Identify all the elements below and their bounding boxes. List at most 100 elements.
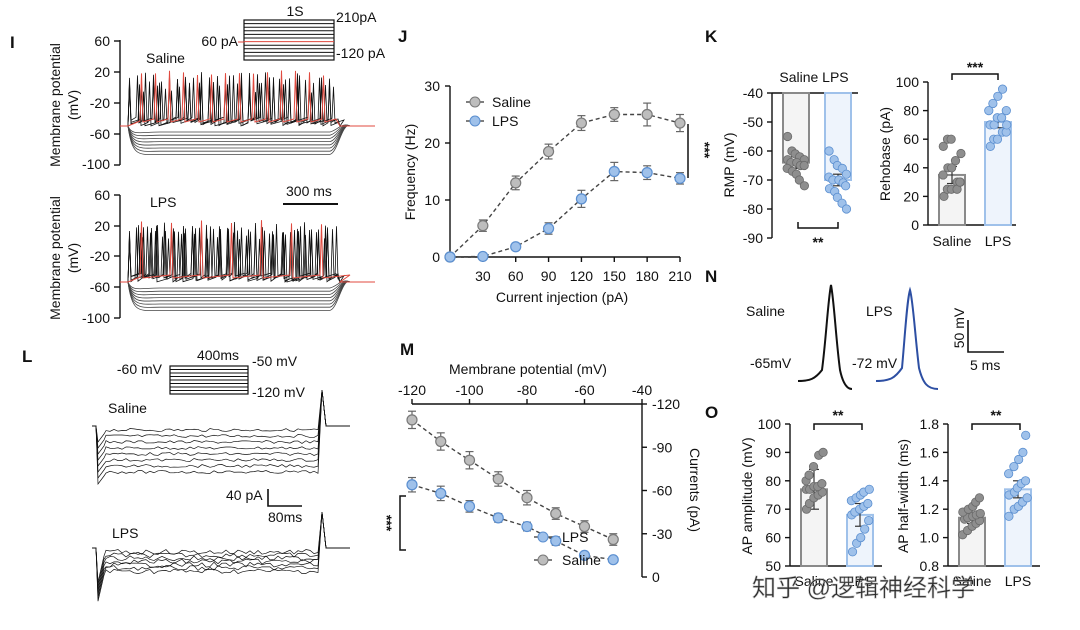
dot-lps xyxy=(1001,106,1011,116)
panel-o-halfwidth-ylabel: AP half-width (ms) xyxy=(895,439,911,553)
data-point-lps xyxy=(444,251,456,263)
data-point-saline xyxy=(608,108,620,121)
data-point-lps xyxy=(477,250,489,263)
dot-saline xyxy=(938,170,948,180)
dot-lps xyxy=(1020,476,1031,486)
panel-l-lps-traces xyxy=(92,511,350,602)
dot-saline xyxy=(946,134,956,144)
panel-n-saline-label: Saline xyxy=(746,303,785,319)
panel-o-amplitude-ticks: 50 60 70 80 90 100 xyxy=(758,416,790,574)
panel-i-saline-label: Saline xyxy=(146,50,185,66)
panel-m-ylabel: Currents (pA) xyxy=(687,448,703,532)
panel-m-legend: LPS Saline xyxy=(534,529,601,568)
data-point-saline xyxy=(575,117,588,129)
data-point-saline xyxy=(674,117,686,129)
y-tick-label: 70 xyxy=(765,501,781,517)
y-tick-label: 20 xyxy=(424,135,440,151)
panel-n-scale-y: 50 mV xyxy=(951,307,967,348)
y-tick-label: -60 xyxy=(652,483,672,499)
panel-i-ylabel-bottom-units: (mV) xyxy=(65,243,81,273)
data-point-lps xyxy=(463,500,476,512)
x-category-label: Saline xyxy=(953,573,992,589)
data-point-saline xyxy=(492,473,504,485)
protocol-box xyxy=(243,19,335,61)
panel-n-lps-rmp: -72 mV xyxy=(852,355,898,371)
dot-lps xyxy=(841,181,851,191)
data-point-saline xyxy=(542,145,555,158)
dot-lps xyxy=(864,484,874,494)
dot-saline xyxy=(794,175,804,185)
protocol-hold: -60 mV xyxy=(117,361,163,377)
dot-lps xyxy=(1002,120,1012,130)
panel-i-lps-traces xyxy=(120,220,375,311)
tick-label: -20 xyxy=(90,248,110,264)
panel-l-scale-x: 80ms xyxy=(268,509,302,525)
y-tick-label: 1.8 xyxy=(920,416,940,432)
y-tick-label: 100 xyxy=(758,416,782,432)
panel-k-rheobase-significance: *** xyxy=(967,59,984,75)
panel-m-sig-bracket xyxy=(399,495,406,551)
panel-k-rheobase-marks: Saline LPS xyxy=(933,84,1012,249)
x-category-label: LPS xyxy=(1005,573,1031,589)
dot-saline xyxy=(947,163,957,173)
data-point-lps xyxy=(406,479,418,491)
tick-label: -100 xyxy=(82,156,110,172)
y-tick-label: 60 xyxy=(765,530,781,546)
panel-j-xlabel: Current injection (pA) xyxy=(496,289,628,305)
current-trace xyxy=(92,389,350,473)
tick-label: 60 xyxy=(94,187,110,203)
panel-o-amplitude-significance: ** xyxy=(833,407,844,423)
dot-lps xyxy=(997,113,1007,123)
current-trace xyxy=(92,389,350,467)
dot-lps xyxy=(997,84,1008,94)
protocol-steps xyxy=(169,365,249,395)
series-line-lps xyxy=(449,170,681,258)
dot-lps xyxy=(841,169,851,179)
panel-j-series xyxy=(444,102,686,263)
x-tick-label: 30 xyxy=(475,268,491,284)
legend-saline: Saline xyxy=(492,94,531,110)
panel-k-rmp-chart: RMP (mV) Saline LPS -40 -50 -60 -70 -80 -90 *… xyxy=(721,69,858,250)
data-point-lps xyxy=(608,165,620,178)
panel-m-xlabel: Membrane potential (mV) xyxy=(449,361,607,377)
current-trace xyxy=(92,511,350,602)
x-tick-label: -120 xyxy=(398,382,426,398)
y-tick-label: 40 xyxy=(903,160,919,176)
panel-k-rmp-ylabel: RMP (mV) xyxy=(721,132,737,197)
panel-n-letter: N xyxy=(705,267,717,286)
panel-k-rmp-significance: ** xyxy=(813,234,824,250)
lps-action-potential xyxy=(875,286,939,390)
dot-lps xyxy=(1004,511,1014,521)
panel-o-halfwidth-marks: Saline LPS xyxy=(953,430,1032,589)
panel-k-rheobase-chart: Rehobase (pA) 0 20 40 60 80 100 Saline LPS *** xyxy=(877,59,1016,249)
data-point-lps xyxy=(641,167,653,179)
y-tick-label: 80 xyxy=(765,473,781,489)
x-category-label: LPS xyxy=(847,573,873,589)
hyperpolarized-trace xyxy=(120,124,375,137)
current-trace xyxy=(92,511,350,599)
data-point-lps xyxy=(674,172,686,184)
y-tick-label: 1.2 xyxy=(920,501,940,517)
current-trace xyxy=(92,389,350,486)
x-category-label: Saline xyxy=(933,233,972,249)
x-tick-label: -60 xyxy=(574,382,594,398)
y-tick-label: -40 xyxy=(743,85,763,101)
tick-label: 60 xyxy=(94,33,110,49)
tick-label: -100 xyxy=(82,310,110,326)
current-trace xyxy=(92,389,350,455)
dot-saline xyxy=(938,141,948,151)
x-tick-label: -40 xyxy=(632,382,652,398)
tick-label: -60 xyxy=(90,126,110,142)
tick-label: -60 xyxy=(90,279,110,295)
protocol-mid-current: 60 pA xyxy=(201,33,238,49)
data-point-saline xyxy=(477,220,489,232)
dot-lps xyxy=(1009,461,1019,472)
panel-m-letter: M xyxy=(400,340,414,359)
dot-lps xyxy=(841,204,852,214)
y-tick-label: 10 xyxy=(424,192,440,208)
dot-saline xyxy=(782,131,793,142)
panel-n: N Saline LPS -65mV -72 mV 50 mV 5 ms xyxy=(705,267,1004,390)
current-trace xyxy=(92,511,350,586)
dot-lps xyxy=(864,515,874,526)
panel-o-halfwidth-significance: ** xyxy=(991,407,1002,423)
